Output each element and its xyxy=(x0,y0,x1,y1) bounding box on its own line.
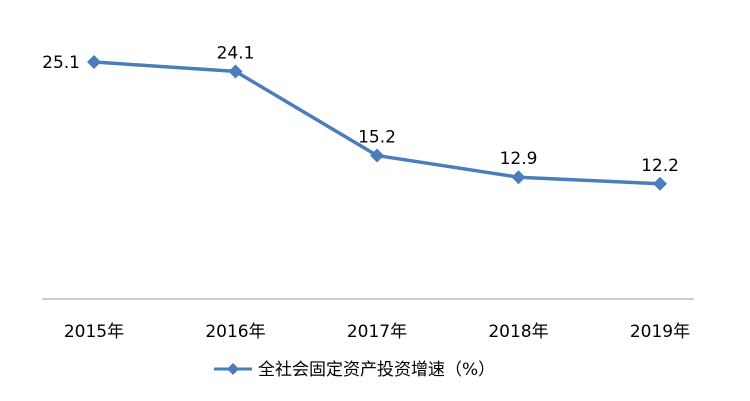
data-label: 24.1 xyxy=(217,43,255,63)
data-point-marker xyxy=(511,170,526,185)
data-label: 25.1 xyxy=(42,53,80,73)
legend-diamond-marker xyxy=(227,363,239,375)
x-tick-label: 2016年 xyxy=(205,322,265,342)
legend-label: 全社会固定资产投资增速（%） xyxy=(258,360,495,380)
series-line xyxy=(93,60,661,186)
data-point-marker xyxy=(653,176,667,191)
data-label: 12.9 xyxy=(500,149,538,169)
data-point-marker xyxy=(370,148,384,163)
series-group xyxy=(87,55,667,191)
x-tick-label: 2018年 xyxy=(488,322,548,342)
plot-area: 25.1 24.1 15.2 12.9 12.2 xyxy=(42,43,694,300)
data-label: 15.2 xyxy=(358,127,396,147)
data-label: 12.2 xyxy=(641,156,679,176)
x-tick-label: 2017年 xyxy=(347,322,407,342)
data-point-marker xyxy=(228,64,243,79)
legend: 全社会固定资产投资增速（%） xyxy=(214,360,495,380)
x-tick-label: 2015年 xyxy=(64,322,124,342)
x-axis-tick-labels: 2015年 2016年 2017年 2018年 2019年 xyxy=(64,322,690,342)
data-point-marker xyxy=(87,55,101,69)
data-labels: 25.1 24.1 15.2 12.9 12.2 xyxy=(42,43,679,175)
x-tick-label: 2019年 xyxy=(630,322,690,342)
